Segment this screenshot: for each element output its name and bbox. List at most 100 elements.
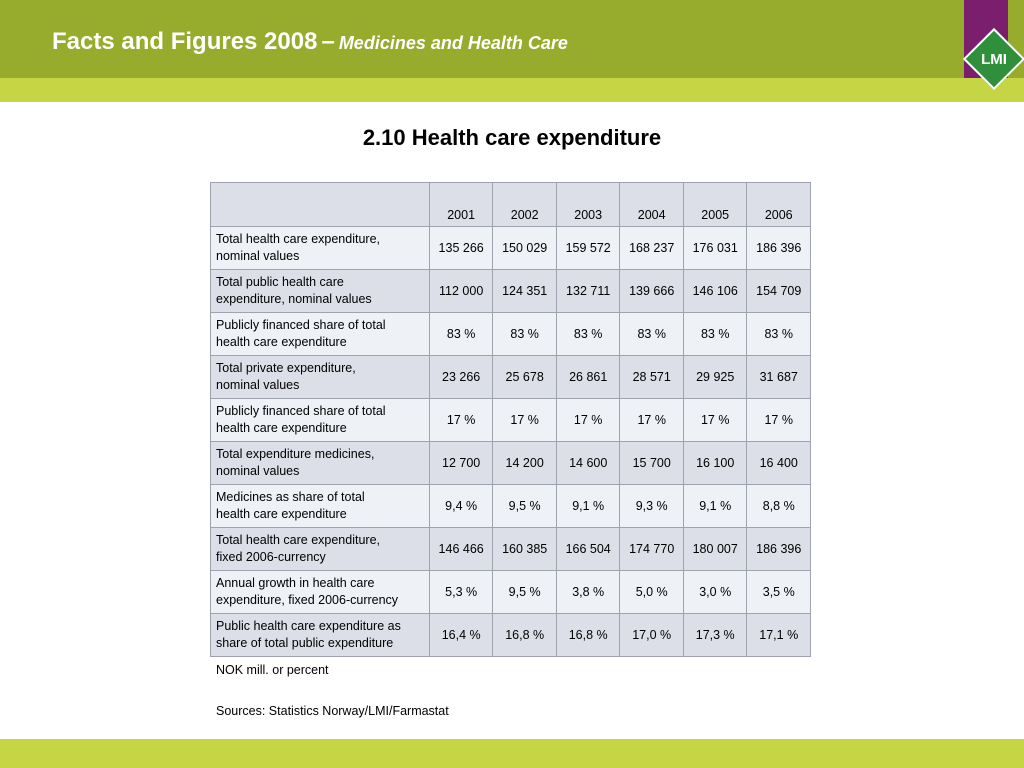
table-cell: 25 678 [492,355,557,399]
table-cell: 16,4 % [428,613,494,657]
lmi-logo-text: LMI [981,51,1007,68]
row-label: Medicines as share of total health care e… [210,484,430,528]
row-label-line: Publicly financed share of total [216,318,386,332]
table-cell: 14 200 [492,441,557,485]
row-label-line: Total public health care [216,275,344,289]
row-label-line: Total health care expenditure, [216,232,380,246]
row-label: Total health care expenditure, nominal va… [210,226,430,270]
table-cell: 9,1 % [682,484,748,528]
row-label-line: nominal values [216,249,300,263]
table-cell: 16 100 [682,441,748,485]
table-header-row: 2001 2002 2003 2004 2005 2006 [210,182,811,227]
table-cell: 83 % [428,312,494,356]
column-header-2006: 2006 [746,182,811,227]
table-cell: 83 % [492,312,557,356]
table-cell: 83 % [682,312,748,356]
table-cell: 12 700 [428,441,494,485]
table-body: 2001 2002 2003 2004 2005 2006 Total health car… [210,182,811,657]
header-stripe [0,78,1024,102]
table-cell: 16,8 % [555,613,621,657]
table-note: NOK mill. or percent [216,663,329,677]
table-cell: 83 % [555,312,621,356]
row-label: Publicly financed share of total health c… [210,398,430,442]
table-cell: 23 266 [428,355,494,399]
table-cell: 16 400 [746,441,811,485]
row-label-line: Publicly financed share of total [216,404,386,418]
row-label-line: Total expenditure medicines, [216,447,375,461]
row-label: Annual growth in health care expenditure,… [210,570,430,614]
column-header-2004: 2004 [619,182,684,227]
table-cell: 139 666 [619,269,684,313]
table-cell: 8,8 % [746,484,811,528]
header-separator: – [321,28,335,55]
row-label-line: nominal values [216,378,300,392]
row-label: Public health care expenditure as share o… [210,613,430,657]
table-cell: 124 351 [492,269,557,313]
row-label-line: Public health care expenditure as [216,619,401,633]
table-cell: 17 % [555,398,621,442]
header-bar [0,0,1024,78]
table-cell: 146 466 [428,527,494,571]
table-row: Total public health care expenditure, nom… [210,269,811,313]
table-cell: 186 396 [746,527,811,571]
table-cell: 28 571 [619,355,684,399]
table-cell: 15 700 [619,441,684,485]
table-row: Total health care expenditure, nominal va… [210,226,811,270]
table-cell: 17 % [428,398,494,442]
table-cell: 3,5 % [746,570,811,614]
table-cell: 31 687 [746,355,811,399]
table-row: Annual growth in health care expenditure,… [210,570,811,614]
footer-bar [0,739,1024,768]
table-cell: 9,3 % [619,484,684,528]
table-cell: 3,8 % [555,570,621,614]
row-label: Total expenditure medicines, nominal valu… [210,441,430,485]
table-row: Total private expenditure, nominal values… [210,355,811,399]
row-label-line: Medicines as share of total [216,490,365,504]
table-cell: 9,5 % [492,484,557,528]
table-cell: 180 007 [682,527,748,571]
table-cell: 154 709 [746,269,811,313]
table-cell: 132 711 [555,269,621,313]
table-cell: 9,4 % [428,484,494,528]
table-cell: 150 029 [492,226,557,270]
row-label-line: Total health care expenditure, [216,533,380,547]
table-row: Publicly financed share of total health c… [210,312,811,356]
table-row: Public health care expenditure as share o… [210,613,811,657]
table-row: Total health care expenditure, fixed 2006… [210,527,811,571]
column-header-2001: 2001 [428,182,494,227]
row-label: Publicly financed share of total health c… [210,312,430,356]
table-cell: 135 266 [428,226,494,270]
table-cell: 17 % [746,398,811,442]
table-cell: 29 925 [682,355,748,399]
table-cell: 159 572 [555,226,621,270]
table-cell: 174 770 [619,527,684,571]
table-cell: 5,0 % [619,570,684,614]
table-cell: 176 031 [682,226,748,270]
row-label-line: health care expenditure [216,507,347,521]
column-header-2002: 2002 [492,182,557,227]
header-subtitle: Medicines and Health Care [338,33,568,53]
table-cell: 160 385 [492,527,557,571]
row-label-line: health care expenditure [216,335,347,349]
table-cell: 5,3 % [428,570,494,614]
row-label-line: health care expenditure [216,421,347,435]
table-cell: 166 504 [555,527,621,571]
row-label: Total health care expenditure, fixed 2006… [210,527,430,571]
table-cell: 9,1 % [555,484,621,528]
slide-title: 2.10 Health care expenditure [362,125,662,150]
table-cell: 17 % [682,398,748,442]
row-label-line: expenditure, fixed 2006-currency [216,593,399,607]
table-corner-cell [210,182,430,227]
table-cell: 17 % [619,398,684,442]
header-main-title: Facts and Figures 2008 [52,28,318,55]
table-cell: 17,3 % [682,613,748,657]
table-cell: 83 % [619,312,684,356]
table-cell: 17,1 % [746,613,811,657]
row-label-line: share of total public expenditure [216,636,394,650]
table-cell: 112 000 [428,269,494,313]
table-cell: 17 % [492,398,557,442]
table-cell: 186 396 [746,226,811,270]
row-label: Total public health care expenditure, nom… [210,269,430,313]
table-cell: 17,0 % [619,613,684,657]
table-cell: 83 % [746,312,811,356]
